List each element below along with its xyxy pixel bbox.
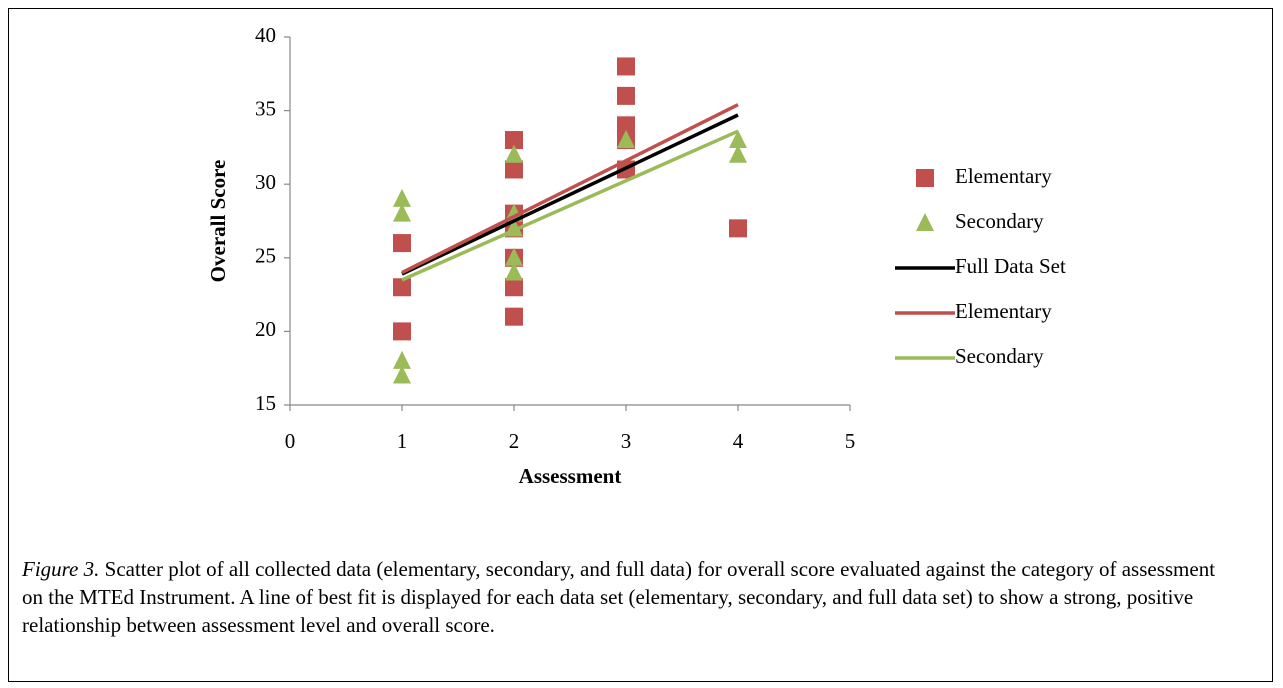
legend-label: Elementary	[955, 299, 1052, 323]
triangle-marker	[505, 144, 523, 163]
square-marker	[505, 307, 523, 326]
y-tick-label: 25	[255, 244, 276, 268]
square-marker	[393, 234, 411, 253]
y-tick-label: 35	[255, 96, 276, 120]
square-marker	[505, 278, 523, 297]
triangle-marker	[729, 130, 747, 149]
x-tick-label: 2	[509, 429, 520, 453]
y-tick-label: 40	[255, 23, 276, 47]
square-marker	[617, 57, 635, 76]
x-axis-title: Assessment	[519, 464, 622, 488]
y-tick-label: 15	[255, 391, 276, 415]
triangle-marker	[393, 188, 411, 207]
caption: Figure 3. Scatter plot of all collected …	[22, 555, 1237, 639]
x-tick-label: 1	[397, 429, 408, 453]
trend-line	[401, 103, 739, 275]
triangle-marker	[505, 262, 523, 281]
trend-line	[401, 113, 739, 276]
x-tick-label: 5	[845, 429, 856, 453]
x-tick-label: 3	[621, 429, 632, 453]
triangle-marker	[729, 144, 747, 163]
x-tick-label: 0	[285, 429, 296, 453]
y-tick-label: 20	[255, 317, 276, 341]
legend-label: Secondary	[955, 344, 1044, 368]
square-marker	[505, 131, 523, 150]
y-axis-title: Overall Score	[206, 160, 230, 283]
triangle-marker	[393, 350, 411, 369]
triangle-marker	[393, 203, 411, 222]
triangle-marker	[505, 247, 523, 266]
legend-marker	[916, 213, 934, 231]
square-marker	[505, 160, 523, 179]
caption-label: Figure 3.	[22, 557, 100, 581]
legend-label: Full Data Set	[955, 254, 1066, 278]
square-marker	[393, 322, 411, 341]
triangle-marker	[617, 130, 635, 149]
figure-frame	[8, 8, 1273, 682]
trend-line	[401, 129, 739, 282]
legend-label: Secondary	[955, 209, 1044, 233]
x-tick-label: 4	[733, 429, 744, 453]
square-marker	[393, 278, 411, 297]
square-marker	[617, 86, 635, 105]
y-tick-label: 30	[255, 170, 276, 194]
triangle-marker	[393, 365, 411, 384]
legend-label: Elementary	[955, 164, 1052, 188]
caption-text: Scatter plot of all collected data (elem…	[22, 557, 1216, 637]
square-marker	[729, 219, 747, 238]
square-marker	[617, 116, 635, 135]
legend-marker	[916, 169, 934, 187]
